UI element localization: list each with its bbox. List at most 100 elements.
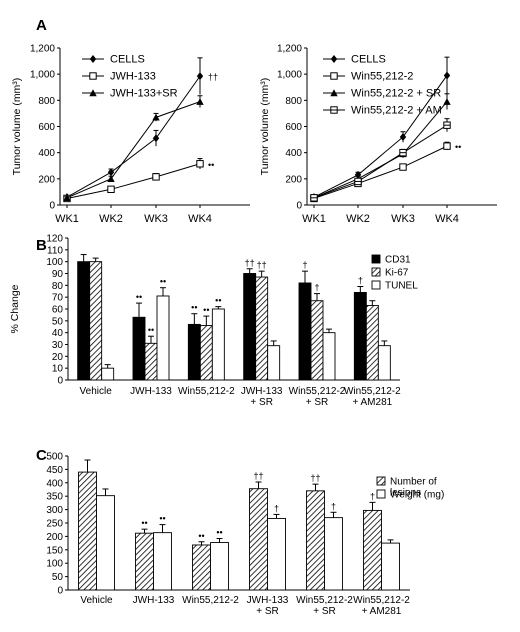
x-tick-label: WK3 <box>144 213 168 225</box>
x-tick-label: WK2 <box>346 213 370 225</box>
series-line <box>313 145 448 199</box>
bar-number-of-lesions <box>363 509 382 591</box>
legend-label: Weight (mg) <box>390 490 444 501</box>
bar-ki-67 <box>365 305 379 381</box>
x-category-label: Vehicle <box>80 595 113 606</box>
panel-label-b: B <box>36 237 47 254</box>
y-tick-label: 800 <box>38 96 55 107</box>
significance-mark: †† <box>310 473 320 483</box>
y-tick-label: 200 <box>46 532 63 543</box>
y-tick-label: 110 <box>47 245 63 256</box>
y-tick-label: 1,000 <box>277 70 302 81</box>
significance-mark: †† <box>257 260 267 270</box>
y-tick-label: 1,200 <box>277 44 302 55</box>
x-category-label: JWH-133 <box>133 595 175 606</box>
series-jwh-133-sr <box>63 95 204 202</box>
y-tick-label: 40 <box>52 328 64 339</box>
y-tick-label: 400 <box>285 148 302 159</box>
y-tick-label: 120 <box>46 234 63 245</box>
y-tick-label: 350 <box>46 492 63 503</box>
legend-label: CELLS <box>110 54 145 66</box>
x-tick-label: WK1 <box>302 213 326 225</box>
bar-tunel <box>377 345 391 381</box>
series-line <box>313 101 448 199</box>
data-point <box>152 173 160 181</box>
bar-number-of-lesions <box>135 532 154 591</box>
data-point <box>443 121 451 129</box>
significance-mark: † <box>274 503 279 513</box>
series-line <box>66 101 201 199</box>
legend-swatch <box>371 254 381 264</box>
y-axis-label: % Change <box>9 284 21 333</box>
y-tick-label: 800 <box>285 96 302 107</box>
panel-label-a: A <box>36 17 47 34</box>
bar-ki-67 <box>199 325 213 381</box>
legend-label: Win55,212-2 + AM <box>351 105 442 117</box>
bar-weight-mg <box>153 532 172 591</box>
legend-swatch <box>376 489 386 499</box>
legend-label: Win55,212-2 <box>351 71 413 83</box>
bar-weight-mg <box>381 542 400 591</box>
y-tick-label: 1,200 <box>30 44 55 55</box>
x-tick-label: WK4 <box>435 213 459 225</box>
y-tick-label: 600 <box>285 122 302 133</box>
bar-cd31 <box>243 273 257 381</box>
y-tick-label: 400 <box>46 478 63 489</box>
x-tick-label: WK3 <box>391 213 415 225</box>
data-point <box>443 71 451 80</box>
series-jwh-133: •• <box>63 158 214 203</box>
y-tick-label: 0 <box>296 201 302 212</box>
x-category-label: Win55,212-2 + SR <box>289 386 346 408</box>
data-point <box>354 177 362 186</box>
legend-label: TUNEL <box>385 281 418 292</box>
y-tick-label: 0 <box>57 376 63 387</box>
bar-ki-67 <box>255 276 269 381</box>
significance-mark: •• <box>215 296 221 306</box>
y-axis-label: Tumor volume (mm³) <box>259 78 271 176</box>
y-tick-label: 300 <box>46 505 63 516</box>
legend-marker <box>330 72 338 80</box>
data-point <box>152 113 160 121</box>
bar-tunel <box>211 308 225 381</box>
legend-swatch <box>371 267 381 277</box>
legend-label: Win55,212-2 + SR <box>351 88 441 100</box>
x-category-label: Win55,212-2 + AM281 <box>344 386 401 408</box>
y-tick-label: 600 <box>38 122 55 133</box>
bar-tunel <box>267 345 281 381</box>
data-point <box>399 163 407 171</box>
bar-tunel <box>322 332 336 381</box>
data-point <box>399 148 407 157</box>
panel-label-c: C <box>36 447 47 464</box>
legend-marker <box>89 72 97 80</box>
y-tick-label: 10 <box>52 364 64 375</box>
series-line <box>66 75 201 198</box>
y-tick-label: 50 <box>52 316 64 327</box>
y-tick-label: 150 <box>46 545 63 556</box>
y-tick-label: 100 <box>46 257 63 268</box>
bar-tunel <box>101 367 115 381</box>
bar-cd31 <box>77 261 91 381</box>
y-tick-label: 250 <box>46 519 63 530</box>
y-tick-label: 90 <box>52 269 64 280</box>
data-point <box>443 97 451 105</box>
x-category-label: JWH-133 + SR <box>247 595 289 617</box>
bar-tunel <box>156 295 170 381</box>
series-line <box>66 163 201 199</box>
significance-mark: •• <box>148 325 154 335</box>
significance-mark: •• <box>136 292 142 302</box>
significance-mark: •• <box>191 303 197 313</box>
bar-ki-67 <box>89 261 103 381</box>
significance-mark: † <box>370 491 375 501</box>
bar-number-of-lesions <box>78 471 97 591</box>
series-win55-212-2-am <box>310 118 451 202</box>
bar-weight-mg <box>267 517 286 591</box>
significance-mark: •• <box>208 160 214 170</box>
bar-number-of-lesions <box>192 544 211 591</box>
y-tick-label: 20 <box>52 352 64 363</box>
y-tick-label: 30 <box>52 340 64 351</box>
legend-label: CELLS <box>351 54 386 66</box>
data-point <box>107 185 115 194</box>
significance-mark: †† <box>208 72 218 82</box>
